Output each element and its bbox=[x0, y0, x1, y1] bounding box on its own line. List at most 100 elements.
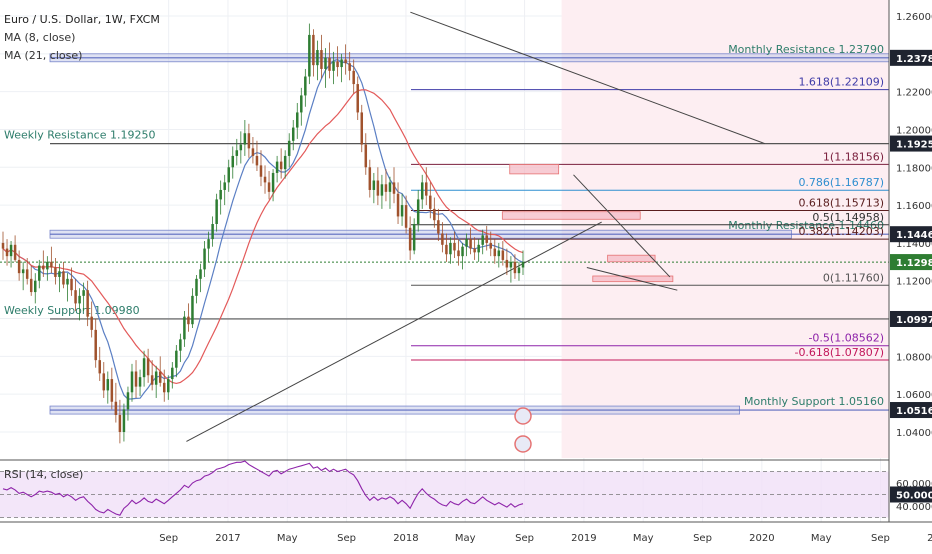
candle[interactable] bbox=[300, 87, 303, 126]
candle[interactable] bbox=[388, 176, 392, 209]
candle[interactable] bbox=[251, 137, 255, 164]
candle[interactable] bbox=[324, 48, 327, 88]
candle[interactable] bbox=[332, 51, 335, 85]
candle[interactable] bbox=[146, 348, 150, 383]
candle[interactable] bbox=[372, 172, 376, 204]
candle[interactable] bbox=[360, 104, 364, 153]
candle[interactable] bbox=[158, 356, 162, 387]
candle[interactable] bbox=[21, 261, 25, 291]
candle[interactable] bbox=[33, 273, 37, 304]
candle[interactable] bbox=[255, 140, 259, 172]
candle[interactable] bbox=[98, 346, 101, 381]
candle[interactable] bbox=[118, 399, 122, 444]
candle[interactable] bbox=[102, 362, 106, 398]
candle[interactable] bbox=[13, 235, 17, 262]
candle[interactable] bbox=[106, 371, 110, 404]
candle[interactable] bbox=[199, 263, 202, 293]
candles-layer[interactable] bbox=[1, 23, 525, 444]
rsi-badge[interactable] bbox=[890, 486, 932, 503]
candle[interactable] bbox=[259, 150, 263, 187]
candle[interactable] bbox=[46, 256, 49, 281]
candle[interactable] bbox=[493, 239, 497, 264]
candle[interactable] bbox=[38, 259, 41, 289]
candle[interactable] bbox=[408, 216, 412, 260]
candle[interactable] bbox=[481, 229, 484, 255]
candle[interactable] bbox=[195, 275, 198, 304]
ma8-legend[interactable]: MA (8, close) bbox=[4, 31, 75, 44]
candle[interactable] bbox=[86, 280, 89, 327]
price-badge[interactable] bbox=[890, 135, 932, 152]
candle[interactable] bbox=[247, 123, 251, 158]
candle[interactable] bbox=[54, 258, 57, 285]
candle[interactable] bbox=[219, 180, 222, 215]
candle[interactable] bbox=[50, 246, 53, 274]
candle[interactable] bbox=[437, 208, 440, 242]
candle[interactable] bbox=[227, 159, 230, 192]
candle[interactable] bbox=[509, 256, 513, 283]
candle[interactable] bbox=[477, 239, 480, 262]
candle[interactable] bbox=[150, 360, 154, 391]
candle[interactable] bbox=[449, 237, 452, 264]
event-markers[interactable] bbox=[514, 407, 532, 453]
candle[interactable] bbox=[267, 171, 271, 200]
candle[interactable] bbox=[235, 138, 239, 166]
candle[interactable] bbox=[1, 231, 5, 260]
candle[interactable] bbox=[183, 310, 186, 347]
candle[interactable] bbox=[90, 301, 93, 338]
candle[interactable] bbox=[126, 386, 130, 421]
candle[interactable] bbox=[453, 231, 456, 259]
candle[interactable] bbox=[66, 273, 69, 302]
eu-flag-event-icon[interactable] bbox=[514, 435, 532, 453]
candle[interactable] bbox=[445, 233, 448, 262]
candle[interactable] bbox=[263, 165, 267, 194]
candle[interactable] bbox=[441, 222, 444, 253]
candle[interactable] bbox=[320, 34, 323, 79]
candle[interactable] bbox=[304, 68, 307, 107]
candle[interactable] bbox=[154, 365, 158, 398]
candle[interactable] bbox=[62, 261, 65, 289]
candle[interactable] bbox=[130, 363, 134, 402]
candle[interactable] bbox=[203, 241, 206, 277]
candle[interactable] bbox=[191, 288, 194, 328]
candle[interactable] bbox=[485, 225, 488, 251]
candle[interactable] bbox=[400, 193, 404, 226]
price-badge[interactable] bbox=[890, 49, 932, 66]
candle[interactable] bbox=[162, 369, 166, 402]
candle[interactable] bbox=[279, 148, 283, 179]
candle[interactable] bbox=[433, 197, 436, 228]
candle[interactable] bbox=[207, 231, 210, 262]
time-axis[interactable]: Sep 2017 May Sep 2018 May Sep 2019 May Sep 2020 May… bbox=[0, 521, 932, 544]
candle[interactable] bbox=[425, 167, 428, 206]
candle[interactable] bbox=[513, 254, 517, 279]
candle[interactable] bbox=[9, 241, 13, 268]
candle[interactable] bbox=[368, 159, 372, 198]
candle[interactable] bbox=[356, 76, 359, 120]
candle[interactable] bbox=[469, 227, 472, 255]
candle[interactable] bbox=[296, 102, 299, 139]
candle[interactable] bbox=[142, 350, 146, 387]
candle[interactable] bbox=[457, 239, 460, 266]
candle[interactable] bbox=[348, 51, 351, 81]
candle[interactable] bbox=[340, 53, 343, 83]
candle[interactable] bbox=[429, 182, 432, 219]
candle[interactable] bbox=[25, 258, 29, 285]
candle[interactable] bbox=[316, 40, 319, 81]
rsi-legend[interactable]: RSI (14, close) bbox=[4, 468, 83, 481]
candle[interactable] bbox=[308, 23, 311, 85]
candle[interactable] bbox=[223, 174, 226, 206]
candle[interactable] bbox=[328, 42, 331, 79]
candle[interactable] bbox=[179, 333, 182, 363]
candle[interactable] bbox=[138, 369, 142, 397]
candle[interactable] bbox=[291, 120, 295, 151]
candle[interactable] bbox=[396, 182, 400, 224]
candle[interactable] bbox=[243, 120, 247, 156]
candle[interactable] bbox=[114, 382, 118, 423]
candle[interactable] bbox=[336, 46, 339, 77]
price-badge[interactable] bbox=[890, 310, 932, 327]
candle[interactable] bbox=[352, 59, 355, 94]
candle[interactable] bbox=[392, 167, 396, 204]
candle[interactable] bbox=[78, 288, 81, 321]
candle[interactable] bbox=[380, 174, 384, 209]
candle[interactable] bbox=[29, 265, 33, 296]
